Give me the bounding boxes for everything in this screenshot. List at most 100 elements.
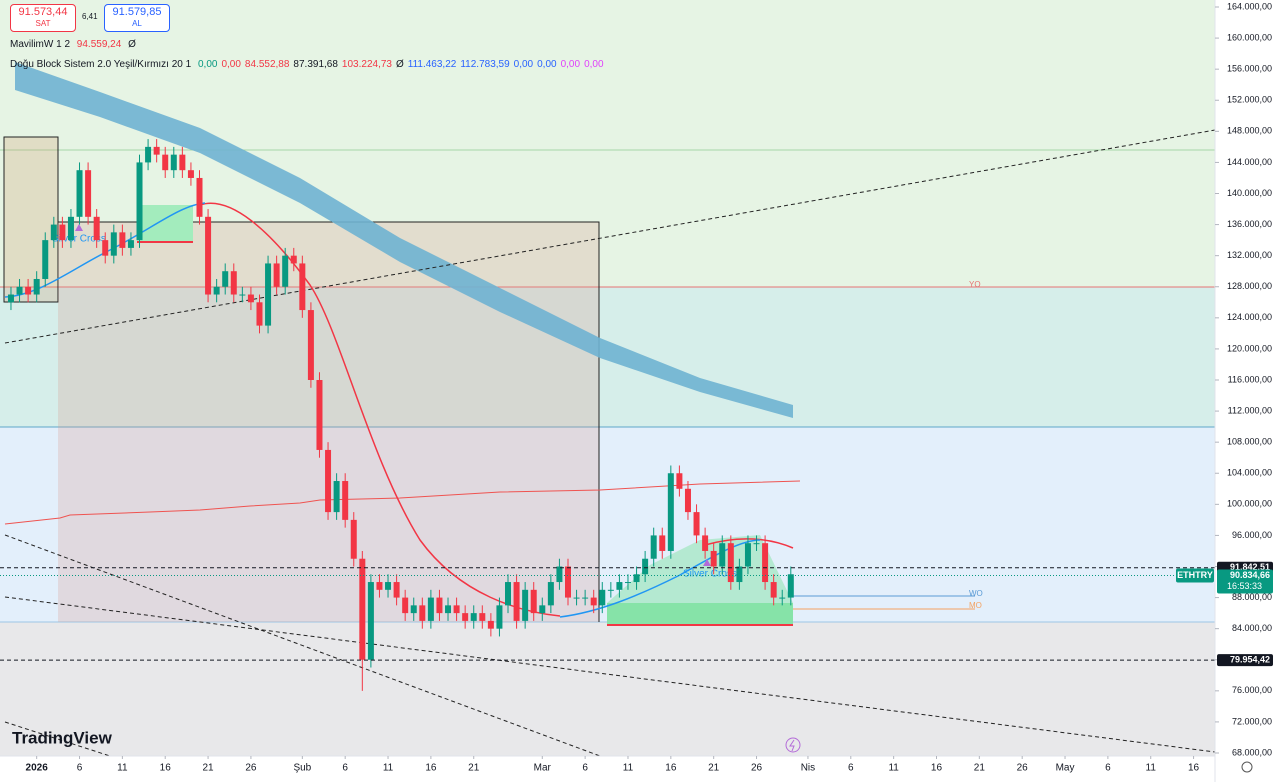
x-tick-label: 6 [77,763,83,774]
range-box [3,136,59,303]
candle-body [16,286,23,295]
annotation: Silver Cross [683,569,737,580]
x-tick-label: 6 [848,763,854,774]
candle-body [762,543,769,583]
x-tick-label: 11 [383,763,394,774]
candle-body [67,216,74,241]
candle-body [556,566,563,583]
candle-body [247,294,254,303]
candle-body [684,488,691,513]
candle-body [153,146,160,155]
candle-body [487,620,494,629]
candle-body [530,589,537,614]
y-tick-label: 128.000,00 [1227,281,1272,291]
x-tick-label: 6 [582,763,588,774]
x-tick-label: Mar [534,763,552,774]
y-tick-label: 72.000,00 [1232,716,1272,726]
candle-body [33,278,40,295]
x-tick-label: 16 [160,763,172,774]
candle-body [230,271,237,295]
candle-body [505,582,512,606]
candle-body [110,232,117,256]
y-tick-label: 164.000,00 [1227,1,1272,11]
x-tick-label: 6 [342,763,348,774]
y-tick-label: 88.000,00 [1232,592,1272,602]
candle-body [624,582,631,584]
y-tick-label: 160.000,00 [1227,32,1272,42]
range-box [58,222,599,622]
candle-body [342,481,349,520]
candle-body [744,543,751,567]
candle-body [265,263,272,326]
indicator-flag: Ø [128,39,136,50]
x-tick-label: 21 [203,763,215,774]
trend-line [4,534,601,757]
candle-body [667,473,674,551]
candle-body [145,146,152,163]
x-tick-label: 6 [1105,763,1111,774]
cross-marker [703,559,711,566]
indicator-value: 112.783,59 [460,59,510,70]
ma-red [199,202,561,617]
candle-body [307,310,314,381]
x-tick-label: 21 [708,763,720,774]
candle-body [779,597,786,599]
indicator-value: 0,00 [537,59,557,70]
x-tick-label: 26 [1017,763,1029,774]
indicator-legend: MavilimW 1 2 94.559,24 Ø [10,39,136,50]
y-tick-label: 76.000,00 [1232,685,1272,695]
indicator-value: 0,00 [197,59,218,70]
indicator-value: 0,00 [584,59,604,70]
indicator-value: 103.224,73 [341,59,392,70]
x-tick-label: 11 [1146,763,1157,774]
annotation: MO [969,601,982,610]
y-tick-label: 108.000,00 [1227,437,1272,447]
candle-body [59,224,66,241]
price-axis [1215,0,1280,782]
indicator-value: 0,00 [221,59,241,70]
y-tick-label: 144.000,00 [1227,157,1272,167]
x-tick-label: 16 [931,763,943,774]
sell-button[interactable]: 91.573,44 SAT [10,4,76,32]
candle-body [290,255,297,264]
candle-body [376,582,383,590]
x-tick-label: Nis [801,763,815,774]
alert-icon[interactable] [785,737,801,753]
candle-body [333,481,340,513]
candle-body [222,271,229,287]
candle-body [385,582,392,590]
buy-button[interactable]: 91.579,85 AL [104,4,170,32]
spread: 6,41 [82,12,98,21]
ma-red [704,538,794,549]
y-tick-label: 104.000,00 [1227,468,1272,478]
candle-body [7,294,14,303]
x-tick-label: 26 [751,763,763,774]
annotation: WO [969,589,983,598]
indicator-value: 94.559,24 [76,39,122,50]
settings-icon[interactable] [1241,761,1253,773]
candle-body [616,582,623,590]
candle-body [282,255,289,287]
last-price-label: 90.834,66 [1230,570,1270,580]
candles [0,139,1215,691]
candle-body [299,263,306,311]
y-tick-label: 136.000,00 [1227,219,1272,229]
x-tick-label: 11 [623,763,634,774]
candle-body [719,543,726,567]
indicator-value: 87.391,68 [293,59,338,70]
candle-body [436,597,443,614]
candle-body [547,582,554,606]
candle-body [573,597,580,599]
candle-body [582,597,589,599]
candle-body [462,613,469,621]
candle-body [179,154,186,171]
candle-body [410,605,417,614]
candle-body [564,566,571,598]
indicator-value: Ø [395,59,404,70]
buy-price: 91.579,85 [112,6,162,18]
x-tick-label: 16 [425,763,437,774]
price-label: 91.842,51 [1230,562,1270,572]
sell-price: 91.573,44 [18,6,68,18]
